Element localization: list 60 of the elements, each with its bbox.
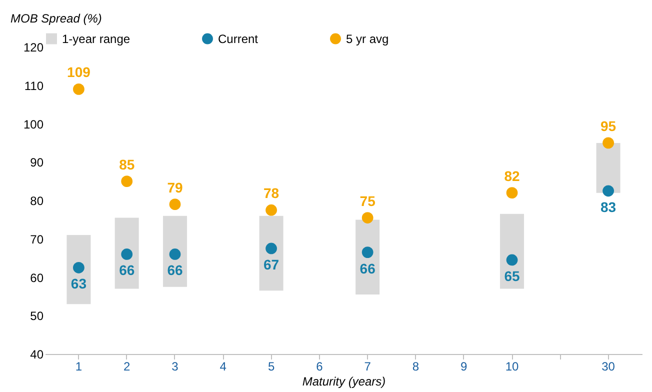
point [266,242,277,254]
data-label: 63 [70,276,87,292]
x-tick-label: 9 [460,360,468,374]
x-tick-label: 10 [505,360,519,374]
data-label: 67 [263,256,280,272]
x-axis-title: Maturity (years) [302,374,386,388]
y-tick-label: 60 [30,270,44,285]
data-label: 66 [167,262,183,278]
point [362,212,374,224]
legend-label: 5 yr avg [346,32,389,46]
bar [259,216,284,291]
y-tick-label: 40 [30,348,44,362]
y-tick-label: 50 [30,309,44,324]
y-tick-label: 80 [30,194,44,208]
point [602,185,614,197]
point [73,262,84,274]
y-tick-label: 120 [23,40,44,54]
y-tick-label: 110 [24,78,44,93]
point [506,187,518,199]
data-label: 85 [119,156,135,172]
point [362,246,374,258]
x-tick-label: 8 [412,360,420,374]
legend-label: Current [218,32,259,46]
x-tick-label: 2 [124,360,131,374]
data-label: 65 [504,268,520,284]
bar [162,216,187,287]
bar [114,218,139,289]
bar [596,142,620,193]
point [121,248,133,260]
data-label: 75 [360,192,376,209]
bar [356,220,380,295]
data-label: 78 [263,185,280,202]
point [506,254,518,266]
bar [500,214,524,289]
point [266,204,277,216]
data-label: 109 [67,64,91,80]
bar [66,235,91,304]
x-tick-label: 4 [220,360,227,374]
legend-label: 1-year range [62,32,130,46]
x-tick-label: 1 [75,360,82,374]
point [602,137,614,149]
y-tick-label: 100 [23,117,44,132]
data-label: 79 [167,179,183,196]
point [121,176,133,187]
point [169,248,181,260]
x-tick-label: 30 [602,360,616,374]
data-label: 66 [119,262,135,278]
x-tick-label: 7 [364,360,372,374]
point [169,198,181,210]
y-axis-title: MOB Spread (%) [10,12,102,26]
data-label: 82 [504,168,520,184]
data-label: 83 [600,198,616,215]
y-tick-label: 90 [30,156,44,170]
point [73,84,84,95]
x-tick-label: 3 [172,360,179,374]
x-tick-label: 5 [268,360,275,374]
x-tick-label: 6 [316,360,324,374]
y-tick-label: 70 [30,232,44,246]
data-label: 66 [360,260,376,276]
data-label: 95 [600,118,616,134]
